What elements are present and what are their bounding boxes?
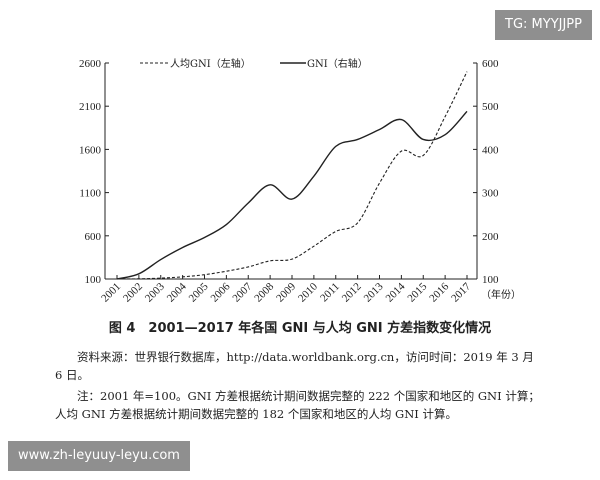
x-tick-label: 2002	[121, 281, 145, 305]
figure-caption: 图 4 2001—2017 年各国 GNI 与人均 GNI 方差指数变化情况	[108, 321, 492, 336]
x-tick-label: 2013	[362, 280, 386, 304]
right-tick-label: 500	[482, 101, 499, 113]
x-tick-label: 2015	[405, 280, 429, 304]
watermark-bottom: www.zh-leyuuy-leyu.com	[8, 441, 190, 471]
x-tick-label: 2014	[383, 280, 407, 304]
x-tick-label: 2006	[208, 280, 232, 304]
source-note: 资料来源：世界银行数据库，http://data.worldbank.org.c…	[55, 350, 534, 382]
right-tick-label: 600	[482, 58, 499, 70]
watermark-top: TG: MYYJJPP	[495, 10, 592, 40]
legend-label-gni: GNI（右轴）	[307, 57, 368, 70]
left-tick-label: 1100	[79, 188, 101, 200]
left-tick-label: 600	[85, 231, 102, 243]
legend-label-per-capita-gni: 人均GNI（左轴）	[170, 57, 251, 70]
x-axis-label: （年份）	[481, 288, 521, 301]
x-tick-label: 2005	[187, 280, 211, 304]
right-tick-label: 400	[482, 144, 499, 156]
series-line-gni	[116, 110, 468, 280]
x-tick-label: 2004	[165, 280, 189, 304]
right-tick-label: 200	[482, 231, 499, 243]
left-tick-label: 2600	[79, 58, 102, 70]
x-tick-label: 2009	[274, 280, 298, 304]
x-tick-label: 2010	[296, 280, 320, 304]
x-tick-label: 2016	[427, 280, 451, 304]
right-tick-label: 100	[482, 274, 499, 286]
x-tick-label: 2012	[340, 281, 364, 305]
x-tick-label: 2001	[99, 281, 123, 305]
left-tick-label: 2100	[79, 101, 102, 113]
x-tick-label: 2008	[252, 280, 276, 304]
x-tick-label: 2007	[230, 280, 254, 304]
left-tick-label: 100	[85, 274, 102, 286]
footnote: 注：2001 年=100。GNI 方差根据统计期间数据完整的 222 个国家和地…	[55, 389, 540, 421]
x-tick-label: 2011	[318, 281, 342, 305]
x-tick-label: 2017	[449, 280, 473, 304]
left-tick-label: 1600	[79, 144, 102, 156]
series-line-per-capita-gni	[116, 71, 468, 280]
x-tick-label: 2003	[143, 280, 167, 304]
right-tick-label: 300	[482, 188, 499, 200]
